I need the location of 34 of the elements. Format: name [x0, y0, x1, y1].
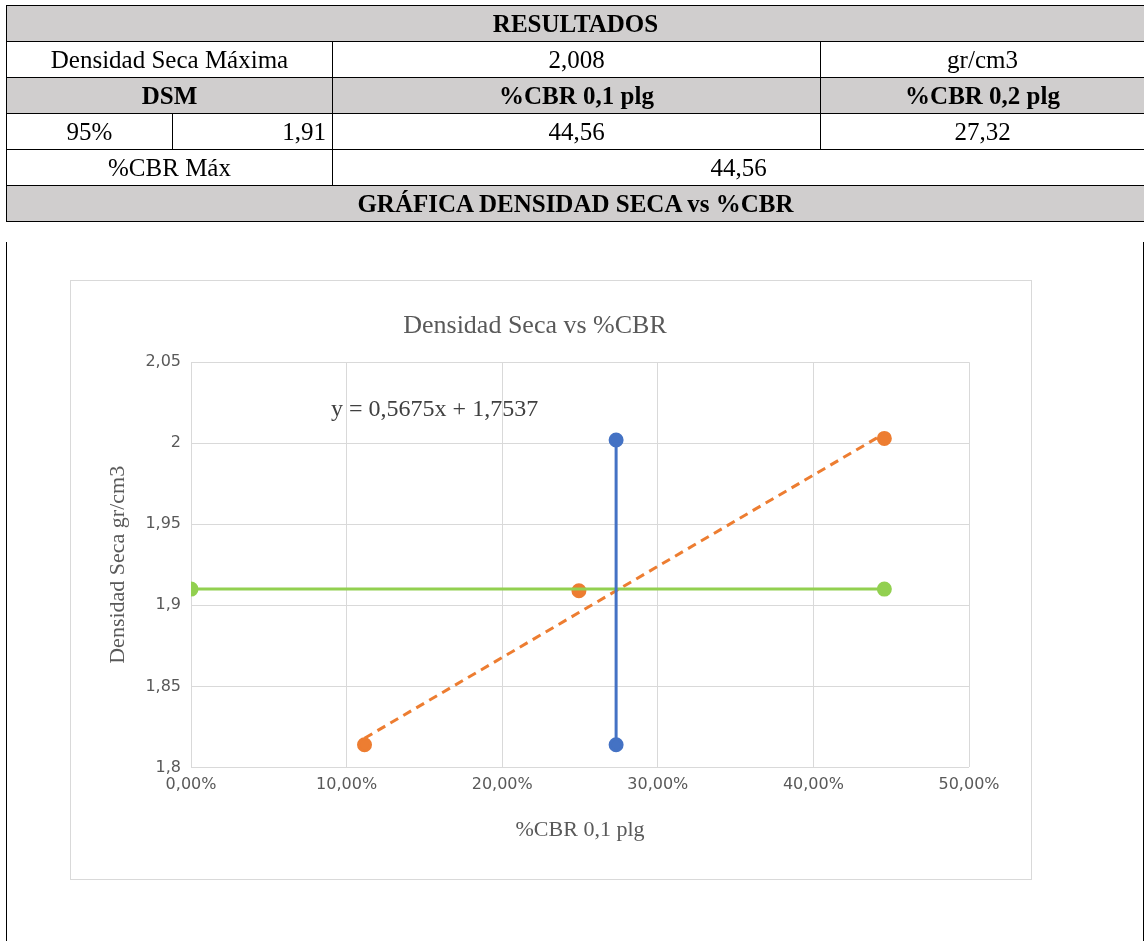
x-tick-label: 10,00% [316, 774, 378, 794]
y-tick-label: 1,85 [145, 675, 182, 695]
x-axis-title: %CBR 0,1 plg [515, 815, 645, 841]
point [357, 737, 373, 753]
y-tick-label: 2 [170, 432, 182, 452]
y-tick-label: 1,95 [145, 513, 182, 533]
point [608, 737, 624, 753]
y-tick-label: 2,05 [145, 351, 182, 371]
x-tick-label: 30,00% [627, 774, 689, 794]
chart-title: Densidad Seca vs %CBR [403, 310, 668, 340]
text: Densidad Seca Máxima [6, 41, 333, 78]
text: RESULTADOS [6, 5, 1144, 42]
x-tick-label: 20,00% [471, 774, 533, 794]
text: 2,008 [332, 41, 821, 78]
x-tick-label: 0,00% [165, 774, 217, 794]
text: %CBR 0,1 plg [332, 77, 821, 114]
y-axis-title: Densidad Seca gr/cm3 [103, 465, 129, 664]
text: GRÁFICA DENSIDAD SECA vs %CBR [6, 185, 1144, 222]
text: gr/cm3 [820, 41, 1144, 78]
text: DSM [6, 77, 333, 114]
x-tick-label: 50,00% [938, 774, 1000, 794]
text: %CBR 0,2 plg [820, 77, 1144, 114]
x-tick-label: 40,00% [782, 774, 844, 794]
annotation: y = 0,5675x + 1,7537 [331, 395, 539, 422]
point [608, 432, 624, 448]
text: 27,32 [820, 113, 1144, 150]
y-tick-label: 1,8 [155, 756, 182, 776]
text: 1,91 [172, 113, 333, 150]
text: %CBR Máx [6, 149, 333, 186]
text: 44,56 [332, 113, 821, 150]
y-tick-label: 1,9 [155, 594, 182, 614]
text: 44,56 [332, 149, 1144, 186]
text: 95% [6, 113, 173, 150]
point [876, 430, 892, 446]
